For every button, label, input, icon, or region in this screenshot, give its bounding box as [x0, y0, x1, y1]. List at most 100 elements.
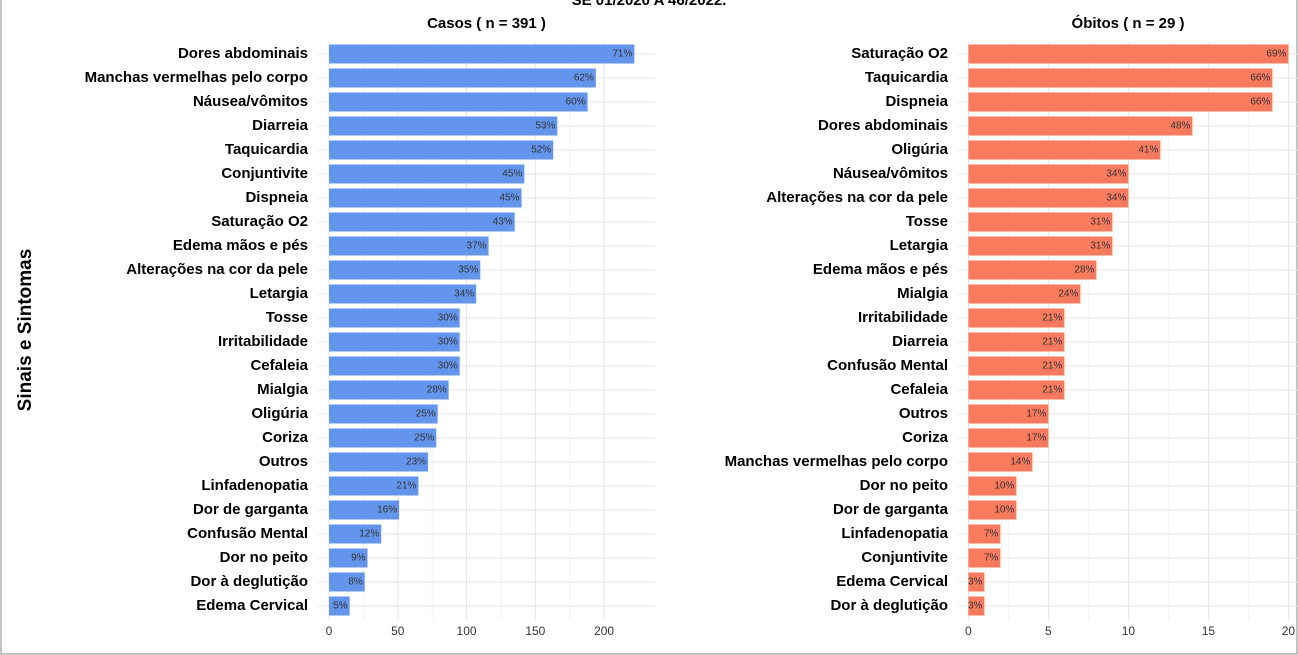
- bar: [329, 44, 635, 64]
- category-label: Saturação O2: [211, 213, 308, 230]
- category-label: Letargia: [890, 237, 949, 254]
- category-label: Dor à deglutição: [190, 573, 308, 590]
- x-tick-label: 20: [1282, 624, 1296, 638]
- bar: [968, 596, 985, 616]
- data-label: 62%: [574, 73, 594, 84]
- category-label: Manchas vermelhas pelo corpo: [725, 453, 948, 470]
- data-label: 16%: [377, 505, 397, 516]
- bar: [329, 380, 449, 400]
- data-label: 69%: [1266, 49, 1286, 60]
- data-label: 3%: [968, 577, 983, 588]
- bar: [329, 452, 429, 472]
- category-label: Linfadenopatia: [201, 477, 308, 494]
- category-label: Oligúria: [251, 405, 308, 422]
- data-label: 7%: [984, 529, 999, 540]
- data-label: 23%: [406, 457, 426, 468]
- x-tick-label: 15: [1202, 624, 1216, 638]
- category-label: Dores abdominais: [178, 45, 308, 62]
- bar: [329, 548, 368, 568]
- bar: [968, 548, 1001, 568]
- bar: [329, 308, 460, 328]
- category-label: Conjuntivite: [861, 549, 948, 566]
- category-label: Edema Cervical: [196, 597, 308, 614]
- category-label: Coriza: [902, 429, 949, 446]
- bar: [968, 476, 1017, 496]
- category-label: Diarreia: [892, 333, 949, 350]
- bar: [329, 356, 460, 376]
- category-label: Diarreia: [252, 117, 309, 134]
- category-label: Alterações na cor da pele: [766, 189, 948, 206]
- data-label: 25%: [416, 409, 436, 420]
- category-label: Manchas vermelhas pelo corpo: [85, 69, 308, 86]
- data-label: 34%: [1106, 169, 1126, 180]
- bar: [968, 140, 1161, 160]
- category-label: Dor no peito: [220, 549, 308, 566]
- data-label: 35%: [458, 265, 478, 276]
- data-label: 71%: [612, 49, 632, 60]
- data-label: 3%: [968, 601, 983, 612]
- category-label: Confusão Mental: [827, 357, 948, 374]
- bar: [329, 572, 365, 592]
- category-label: Saturação O2: [851, 45, 948, 62]
- bar: [329, 404, 438, 424]
- data-label: 43%: [493, 217, 513, 228]
- category-label: Dores abdominais: [818, 117, 948, 134]
- panel-title: Óbitos ( n = 29 ): [1072, 14, 1185, 32]
- bar: [329, 476, 419, 496]
- data-label: 31%: [1090, 217, 1110, 228]
- category-label: Mialgia: [897, 285, 949, 302]
- data-label: 14%: [1010, 457, 1030, 468]
- bar: [329, 140, 554, 160]
- category-label: Conjuntivite: [221, 165, 308, 182]
- data-label: 30%: [438, 313, 458, 324]
- data-label: 66%: [1250, 97, 1270, 108]
- bar: [968, 188, 1129, 208]
- bar: [329, 284, 477, 304]
- bar: [968, 356, 1065, 376]
- bar: [968, 572, 985, 592]
- category-label: Outros: [259, 453, 308, 470]
- bar: [329, 116, 558, 136]
- bar: [329, 428, 437, 448]
- data-label: 10%: [994, 505, 1014, 516]
- bar: [329, 500, 400, 520]
- bar: [968, 500, 1017, 520]
- bar: [968, 452, 1033, 472]
- category-label: Cefaleia: [250, 357, 308, 374]
- data-label: 21%: [1042, 337, 1062, 348]
- x-tick-label: 0: [326, 624, 333, 638]
- bar: [329, 68, 596, 88]
- bar: [968, 44, 1289, 64]
- bar: [968, 524, 1001, 544]
- category-label: Tosse: [266, 309, 308, 326]
- data-label: 5%: [333, 601, 348, 612]
- category-label: Irritabilidade: [218, 333, 308, 350]
- category-label: Edema mãos e pés: [173, 237, 308, 254]
- data-label: 24%: [1058, 289, 1078, 300]
- data-label: 8%: [348, 577, 363, 588]
- category-label: Tosse: [906, 213, 948, 230]
- data-label: 53%: [535, 121, 555, 132]
- data-label: 25%: [414, 433, 434, 444]
- data-label: 34%: [1106, 193, 1126, 204]
- data-label: 31%: [1090, 241, 1110, 252]
- data-label: 30%: [438, 361, 458, 372]
- category-label: Náusea/vômitos: [193, 93, 308, 110]
- data-label: 7%: [984, 553, 999, 564]
- category-label: Irritabilidade: [858, 309, 948, 326]
- data-label: 28%: [1074, 265, 1094, 276]
- data-label: 28%: [427, 385, 447, 396]
- category-label: Oligúria: [891, 141, 948, 158]
- category-label: Dor no peito: [860, 477, 948, 494]
- bar: [329, 332, 460, 352]
- bar: [968, 164, 1129, 184]
- data-label: 21%: [1042, 313, 1062, 324]
- data-label: 52%: [531, 145, 551, 156]
- category-label: Alterações na cor da pele: [126, 261, 308, 278]
- category-label: Dispneia: [245, 189, 308, 206]
- bar: [968, 284, 1081, 304]
- data-label: 60%: [566, 97, 586, 108]
- category-label: Dispneia: [885, 93, 948, 110]
